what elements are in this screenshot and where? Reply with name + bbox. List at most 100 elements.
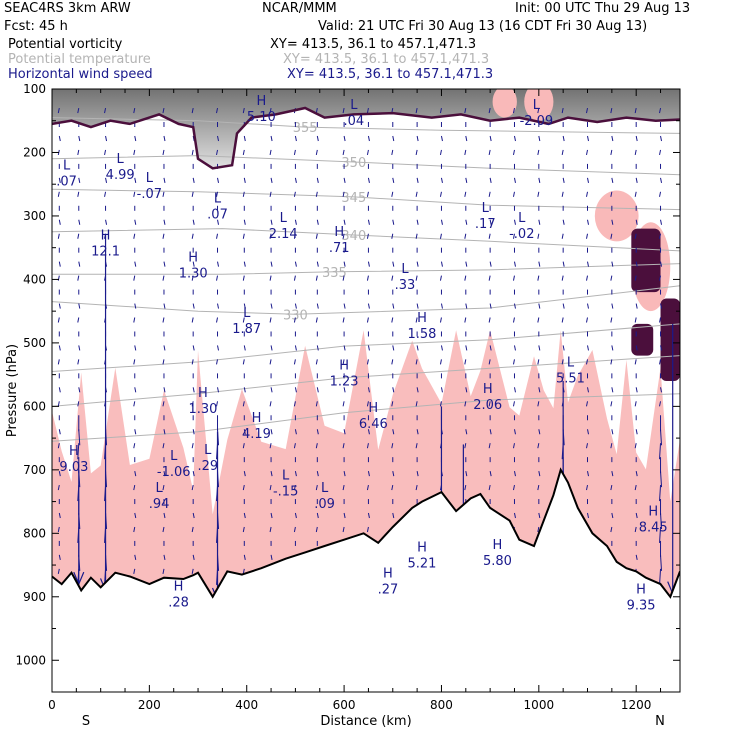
- pv-extremum-marker: H: [252, 411, 262, 426]
- wind-vector: [611, 261, 614, 267]
- wind-vector: [162, 149, 165, 156]
- wind-vector: [561, 191, 564, 197]
- wind-vector: [316, 261, 319, 267]
- wind-vector: [58, 219, 61, 225]
- wind-vector: [104, 191, 107, 197]
- wind-vector: [162, 233, 165, 239]
- wind-vector: [464, 191, 467, 197]
- wind-vector: [243, 303, 246, 309]
- wind-vector: [58, 303, 61, 309]
- wind-vector: [243, 135, 246, 142]
- wind-vector: [134, 219, 137, 225]
- wind-vector: [367, 345, 370, 351]
- wind-vector: [465, 387, 468, 393]
- wind-vector: [270, 554, 273, 560]
- wind-vector: [538, 512, 541, 519]
- wind-vector: [163, 177, 166, 183]
- wind-vector: [366, 233, 369, 239]
- wind-vector: [294, 471, 297, 477]
- wind-vector: [77, 443, 80, 460]
- wind-vector: [489, 219, 492, 225]
- wind-vector: [392, 303, 395, 309]
- wind-vector: [242, 443, 245, 449]
- wind-vector: [391, 359, 394, 365]
- wind-vector: [659, 233, 662, 239]
- pv-extremum-marker: L: [567, 355, 575, 370]
- wind-vector: [192, 429, 195, 435]
- wind-vector: [162, 484, 165, 491]
- wind-vector: [415, 359, 418, 365]
- wind-vector: [660, 429, 663, 446]
- pv-extremum-marker: L: [401, 262, 409, 277]
- wind-vector: [242, 484, 245, 491]
- wind-vector: [77, 275, 80, 281]
- wind-vector: [537, 191, 540, 197]
- wind-vector: [537, 401, 540, 407]
- wind-vector: [659, 485, 662, 502]
- wind-vector: [134, 429, 137, 435]
- wind-vector: [294, 135, 297, 142]
- wind-vector: [293, 317, 296, 323]
- wind-vector: [134, 387, 137, 393]
- wind-vector: [464, 233, 467, 239]
- wind-vector: [242, 526, 245, 533]
- pv-extremum-value: .29: [197, 459, 218, 474]
- pv-extremum-marker: L: [214, 192, 222, 207]
- wind-vector: [586, 401, 588, 407]
- wind-vector: [659, 443, 662, 460]
- pv-extremum-value: .09: [314, 497, 335, 512]
- pv-extremum-marker: L: [518, 211, 526, 226]
- wind-vector: [561, 317, 564, 323]
- wind-vector: [57, 191, 60, 197]
- pv-extremum-marker: H: [417, 541, 427, 556]
- wind-vector: [57, 317, 60, 323]
- wind-vector: [242, 401, 245, 407]
- pv-extremum-marker: L: [155, 481, 163, 496]
- wind-vector: [439, 233, 442, 239]
- wind-vector: [269, 191, 272, 197]
- wind-vector: [316, 177, 319, 183]
- wind-vector: [294, 219, 297, 225]
- wind-vector: [392, 345, 395, 351]
- wind-vector: [191, 107, 194, 114]
- wind-vector: [587, 387, 589, 393]
- wind-vector: [242, 107, 245, 114]
- wind-vector: [465, 471, 468, 477]
- wind-vector: [439, 149, 442, 156]
- wind-vector: [660, 177, 663, 183]
- pv-extremum-value: 4.99: [106, 168, 135, 183]
- wind-vector: [439, 359, 442, 365]
- x-tick-label: 1200: [621, 698, 652, 712]
- wind-vector: [634, 526, 637, 533]
- wind-vector: [133, 275, 136, 281]
- x-tick-label: 800: [430, 698, 453, 712]
- wind-vector: [57, 568, 60, 574]
- wind-vector: [513, 345, 516, 351]
- wind-vector: [391, 443, 394, 449]
- wind-vector: [270, 177, 273, 183]
- wind-vector: [133, 191, 136, 197]
- forecast-hour: Fcst: 45 h: [4, 19, 68, 34]
- wind-vector: [192, 219, 195, 225]
- wind-vector: [57, 526, 60, 533]
- field-pv-xy: XY= 413.5, 36.1 to 457.1,471.3: [270, 37, 477, 52]
- wind-vector: [439, 191, 442, 197]
- wind-vector: [512, 275, 515, 281]
- wind-vector: [610, 401, 613, 407]
- pv-extremum-marker: H: [383, 567, 393, 582]
- wind-vector: [343, 135, 346, 142]
- wind-vector: [315, 526, 318, 533]
- wind-vector: [610, 191, 613, 197]
- y-tick-label: 700: [23, 463, 46, 477]
- x-tick-label: 600: [333, 698, 356, 712]
- pv-extremum-marker: L: [63, 159, 71, 174]
- wind-vector: [367, 387, 370, 393]
- wind-vector: [294, 429, 297, 435]
- wind-vector: [489, 429, 492, 435]
- wind-vector: [133, 107, 136, 114]
- wind-vector: [242, 191, 245, 197]
- wind-vector: [465, 219, 468, 225]
- wind-vector: [134, 303, 137, 309]
- wind-vector: [464, 443, 467, 449]
